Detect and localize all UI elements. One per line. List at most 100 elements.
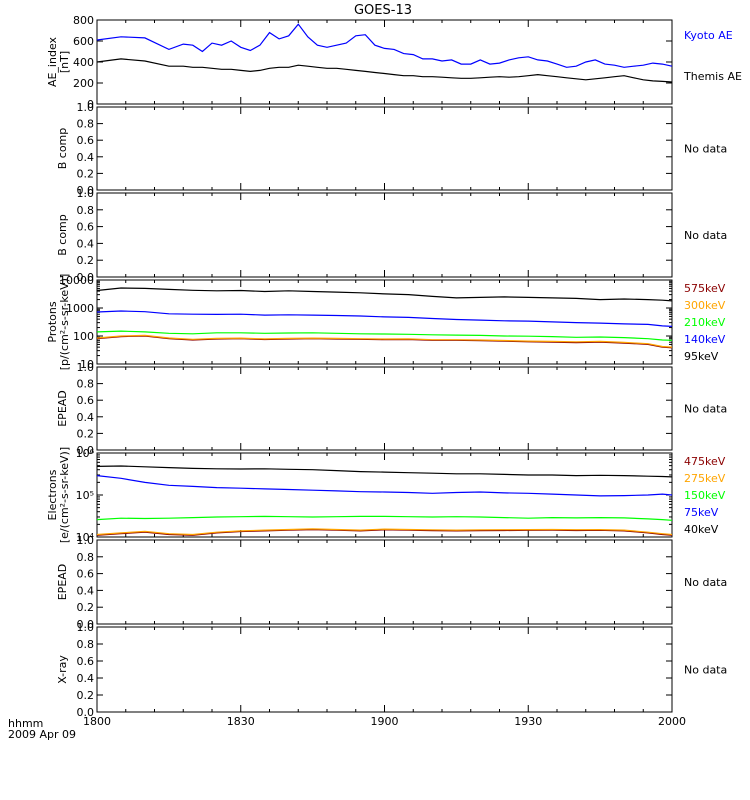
y-tick-label: 1.0 [77,187,95,200]
y-tick-label: 0.0 [77,271,95,284]
x-tick-label: 1800 [83,715,111,728]
y-axis-label: [e/(cm²-s-sr-keV)] [58,447,71,543]
no-data-label: No data [684,143,727,156]
panel-frame [96,539,673,625]
legend-label: 275keV [684,472,726,485]
panel-frame [96,626,673,713]
y-tick-label: 0.6 [77,655,95,668]
x-tick-label: 2000 [658,715,686,728]
series-line-475kev [96,528,673,536]
y-axis-label: X-ray [56,655,69,684]
x-tick-label: 1930 [514,715,542,728]
x-label-date: 2009 Apr 09 [8,728,76,741]
panel-7: 0.0 0.2 0.4 0.6 0.8 1.0 EPEAD No data [56,534,727,631]
y-tick-label: 10 [80,358,94,371]
y-tick-label: 0.8 [77,118,95,131]
y-axis-label: EPEAD [56,390,69,427]
series-line-kyoto-ae [96,23,673,68]
no-data-label: No data [684,229,727,242]
y-tick-label: 0.6 [77,568,95,581]
panel-5: 0.0 0.2 0.4 0.6 0.8 1.0 EPEAD No data [56,361,727,457]
y-tick-label: 0.2 [77,167,95,180]
x-tick-label: 1900 [371,715,399,728]
y-tick-label: 0.2 [77,254,95,267]
y-tick-label: 1.0 [77,361,95,374]
y-tick-label: 200 [73,77,94,90]
y-tick-label: 1000 [66,302,94,315]
y-tick-label: 0.6 [77,134,95,147]
no-data-label: No data [684,576,727,589]
y-tick-label: 800 [73,14,94,27]
x-label-hhmm: hhmm [8,717,43,730]
series-line-95kev [96,287,673,302]
series-line-150kev [96,515,673,521]
legend-label: 300keV [684,299,726,312]
y-tick-label: 1.0 [77,534,95,547]
y-axis-label: Electrons [46,469,59,520]
y-tick-label: 0.4 [77,237,95,250]
no-data-label: No data [684,664,727,677]
y-axis-label: [p/(cm²-s-sr-keV)] [58,274,71,371]
y-tick-label: 10000 [59,274,94,287]
series-line-575kev [96,335,673,349]
y-tick-label: 0.0 [77,618,95,631]
series-line-300kev [96,334,673,348]
panel-3: 0.0 0.2 0.4 0.6 0.8 1.0 B comp No data [56,187,727,284]
y-tick-label: 0.8 [77,638,95,651]
panel-4: 10 100 1000 10000 Protons [p/(cm²-s-sr-keV)] 5… [46,274,726,371]
y-tick-label: 1.0 [77,101,95,114]
panel-frame [96,279,673,365]
y-tick-label: 0.4 [77,672,95,685]
y-tick-label: 0.4 [77,411,95,424]
legend-label: 95keV [684,350,719,363]
legend-label: 150keV [684,489,726,502]
panel-8: 0.0 0.2 0.4 0.6 0.8 1.0 X-ray No data [56,621,727,719]
y-tick-label: 0.2 [77,601,95,614]
y-tick-label: 0.2 [77,427,95,440]
y-tick-label: 0.2 [77,689,95,702]
y-tick-label: 0.4 [77,151,95,164]
panel-2: 0.0 0.2 0.4 0.6 0.8 1.0 B comp No data [56,101,727,197]
series-line-275kev [96,528,673,536]
panel-frame [96,366,673,451]
y-axis-label: B comp [56,214,69,256]
legend-label: 75keV [684,506,719,519]
legend-label: Themis AE [683,70,742,83]
legend-label: 475keV [684,455,726,468]
y-tick-label: 0.6 [77,221,95,234]
legend-label: 575keV [684,282,726,295]
series-line-75kev [96,475,673,497]
series-line-210kev [96,330,673,341]
panel-6: 10⁴ 10⁵ 10⁶ Electrons [e/(cm²-s-sr-keV)] 475k… [46,447,726,544]
panel-frame [96,106,673,191]
legend-label: Kyoto AE [684,29,733,42]
legend-label: 40keV [684,523,719,536]
y-tick-label: 10⁵ [76,489,94,502]
y-tick-label: 400 [73,56,94,69]
panel-1: 0 200 400 600 800 AE_index [nT] Kyoto AE Themis … [46,14,742,111]
y-tick-label: 0.8 [77,378,95,391]
y-axis-label: B comp [56,128,69,170]
y-tick-label: 0.0 [77,444,95,457]
x-tick-label: 1830 [227,715,255,728]
y-tick-label: 600 [73,35,94,48]
y-tick-label: 10⁴ [76,531,95,544]
y-tick-label: 0.4 [77,584,95,597]
y-tick-label: 1.0 [77,621,95,634]
y-tick-label: 0 [87,98,94,111]
y-axis-label: EPEAD [56,564,69,601]
no-data-label: No data [684,403,727,416]
series-line-40kev [96,465,673,478]
y-axis-label: Protons [46,301,59,342]
y-tick-label: 0.8 [77,204,95,217]
series-line-themis-ae [96,58,673,83]
y-axis-label: AE_index [46,36,59,87]
legend-label: 140keV [684,333,726,346]
y-tick-label: 0.0 [77,184,95,197]
chart-title: GOES-13 [354,3,412,18]
legend-label: 210keV [684,316,726,329]
y-axis-label: [nT] [58,51,71,73]
panel-frame [96,192,673,278]
series-line-140kev [96,310,673,327]
